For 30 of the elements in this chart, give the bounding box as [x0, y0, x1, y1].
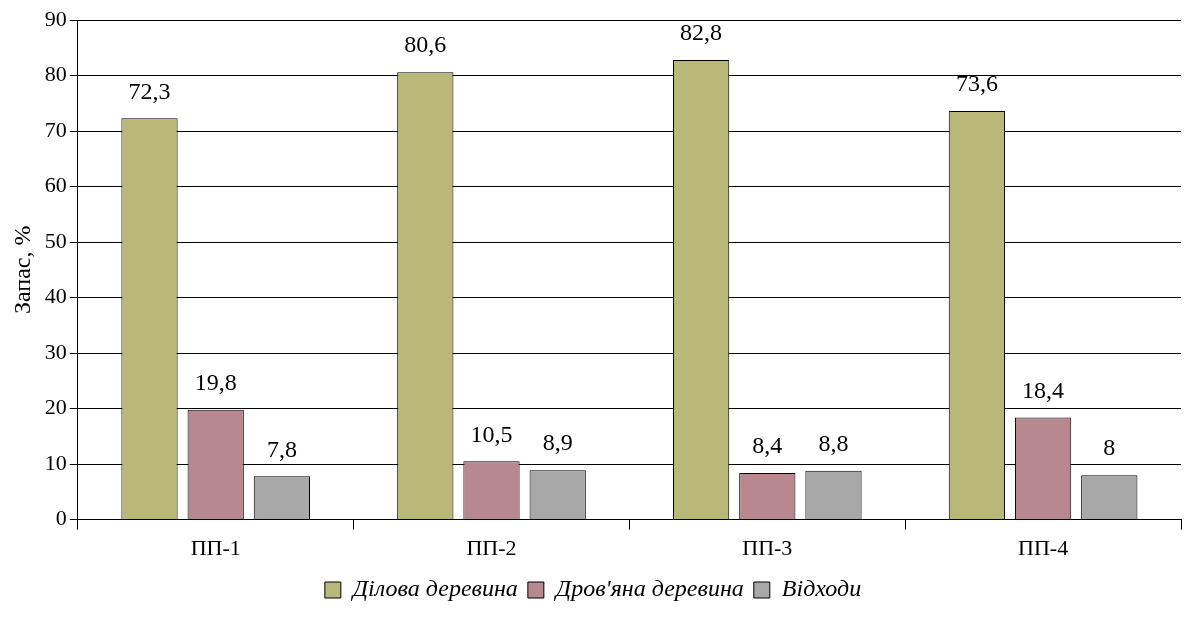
- y-tick-label: 90: [44, 5, 67, 31]
- x-tick-label: ПП-2: [466, 534, 517, 560]
- y-tick-label: 20: [44, 394, 67, 420]
- data-label: 72,3: [128, 77, 171, 104]
- y-tick-label: 40: [44, 283, 67, 309]
- legend-label: Відходи: [781, 575, 862, 602]
- data-label: 19,8: [194, 368, 237, 395]
- legend-label: Ділова деревина: [350, 575, 518, 602]
- x-tick-label: ПП-4: [1018, 534, 1069, 560]
- y-tick-label: 50: [44, 227, 67, 253]
- data-label: 8,4: [752, 432, 783, 459]
- y-tick-label: 30: [44, 338, 67, 364]
- data-label: 80,6: [404, 31, 447, 58]
- y-tick-label: 60: [44, 172, 67, 198]
- y-tick-label: 70: [44, 116, 67, 142]
- data-label: 73,6: [955, 70, 998, 97]
- x-tick-label: ПП-1: [190, 534, 241, 560]
- legend-label: Дров'яна деревина: [553, 575, 744, 602]
- data-label: 82,8: [680, 19, 723, 46]
- x-tick-label: ПП-3: [742, 534, 793, 560]
- y-tick-label: 80: [44, 61, 67, 87]
- data-label: 8: [1103, 434, 1116, 461]
- data-label: 8,9: [542, 429, 573, 456]
- y-axis-title: Запас, %: [8, 225, 35, 315]
- data-label: 10,5: [470, 420, 513, 447]
- data-label: 18,4: [1022, 376, 1065, 403]
- data-label: 7,8: [266, 435, 297, 462]
- y-tick-label: 10: [44, 449, 67, 475]
- y-tick-label: 0: [55, 505, 67, 531]
- data-label: 8,8: [818, 430, 849, 457]
